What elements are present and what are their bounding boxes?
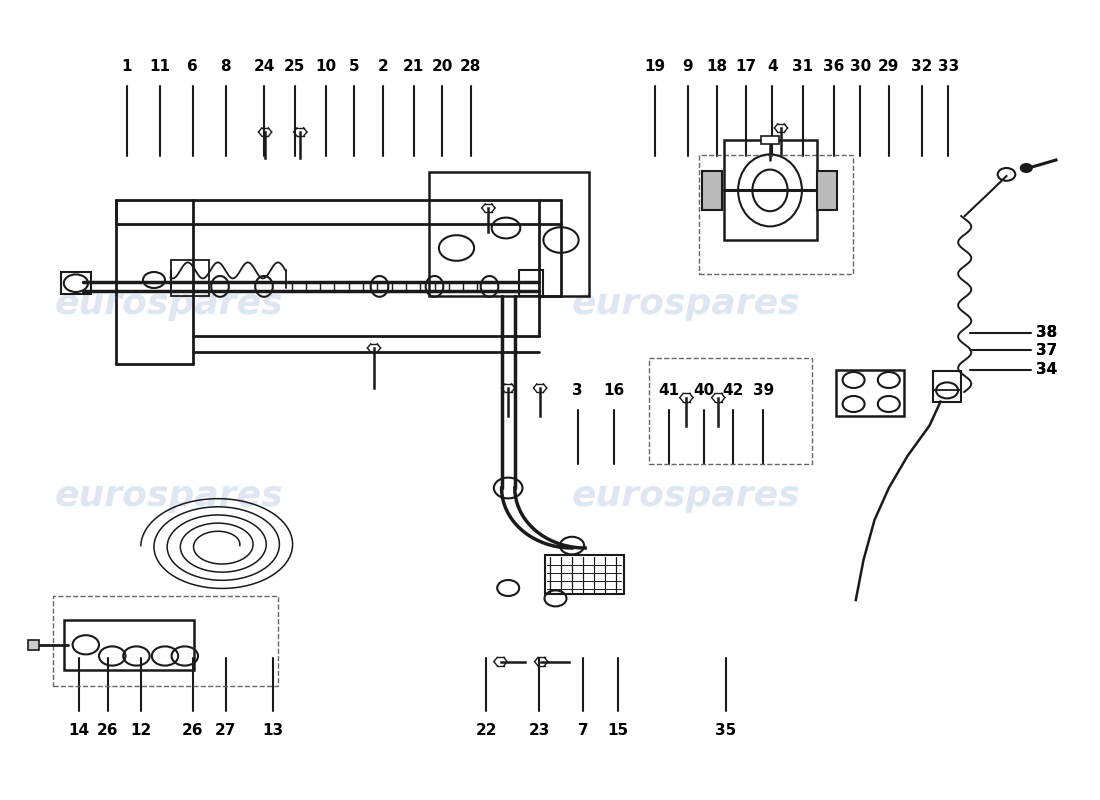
Text: 2: 2 (377, 59, 388, 74)
Bar (170, 260, 209, 296)
Text: 32: 32 (911, 59, 933, 74)
Text: 34: 34 (1036, 362, 1057, 377)
Bar (698, 155, 852, 274)
Text: 27: 27 (214, 723, 236, 738)
Text: 26: 26 (182, 723, 204, 738)
Bar (544, 555, 624, 594)
Text: eurospares: eurospares (55, 479, 284, 513)
Text: 22: 22 (475, 723, 497, 738)
Text: 39: 39 (752, 383, 774, 398)
Text: 17: 17 (735, 59, 757, 74)
Text: 8: 8 (220, 59, 231, 74)
Text: 41: 41 (658, 383, 680, 398)
Text: 13: 13 (262, 723, 284, 738)
Text: eurospares: eurospares (572, 287, 801, 321)
Text: 25: 25 (284, 59, 306, 74)
Text: eurospares: eurospares (572, 479, 801, 513)
Text: 11: 11 (148, 59, 170, 74)
Bar (817, 171, 837, 210)
Text: 5: 5 (349, 59, 360, 74)
Bar (519, 270, 543, 296)
Text: 1: 1 (121, 59, 132, 74)
Text: 33: 33 (937, 59, 959, 74)
Bar (60, 272, 91, 294)
Text: 12: 12 (130, 723, 152, 738)
Text: 36: 36 (823, 59, 845, 74)
Bar (836, 370, 904, 416)
Text: eurospares: eurospares (55, 287, 284, 321)
Circle shape (1021, 164, 1032, 172)
Bar (649, 358, 812, 464)
Text: 34: 34 (1036, 362, 1057, 377)
Text: 26: 26 (97, 723, 119, 738)
Text: 20: 20 (431, 59, 453, 74)
Text: 3: 3 (572, 383, 583, 398)
Text: 37: 37 (1036, 343, 1057, 358)
Bar (28, 640, 38, 650)
Text: 28: 28 (460, 59, 482, 74)
Bar (702, 171, 722, 210)
Text: 31: 31 (792, 59, 814, 74)
Bar (933, 371, 961, 402)
Text: 35: 35 (715, 723, 737, 738)
Text: 16: 16 (603, 383, 625, 398)
Text: 7: 7 (578, 723, 588, 738)
Text: 38: 38 (1036, 326, 1057, 340)
Text: 40: 40 (693, 383, 715, 398)
Text: 9: 9 (682, 59, 693, 74)
Bar (64, 620, 194, 670)
Text: 38: 38 (1036, 326, 1057, 340)
Text: 23: 23 (528, 723, 550, 738)
Bar (429, 172, 588, 296)
Text: 21: 21 (403, 59, 425, 74)
Text: 29: 29 (878, 59, 900, 74)
Text: 6: 6 (187, 59, 198, 74)
Text: 30: 30 (849, 59, 871, 74)
Bar (724, 140, 817, 240)
Text: 4: 4 (767, 59, 778, 74)
Text: 42: 42 (722, 383, 744, 398)
Text: 10: 10 (315, 59, 337, 74)
Text: 14: 14 (68, 723, 90, 738)
Text: 24: 24 (253, 59, 275, 74)
Bar (53, 596, 278, 686)
Text: 15: 15 (607, 723, 629, 738)
Text: 18: 18 (706, 59, 728, 74)
Bar (761, 136, 779, 144)
Text: 37: 37 (1036, 343, 1057, 358)
Text: 19: 19 (644, 59, 666, 74)
